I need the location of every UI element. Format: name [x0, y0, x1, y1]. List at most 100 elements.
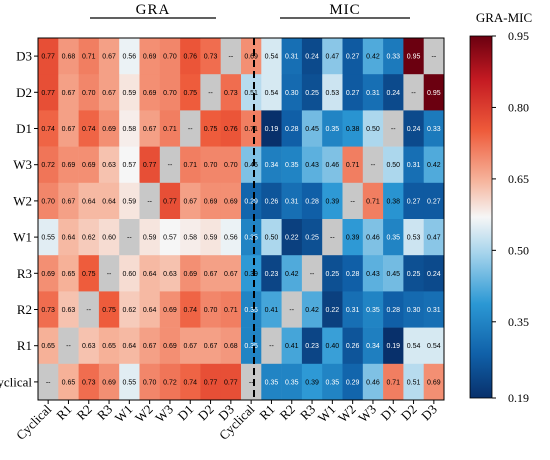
- cell-value-label: 0.57: [123, 162, 137, 169]
- cell-value-label: 0.54: [265, 90, 279, 97]
- heatmap-cell: [383, 146, 404, 184]
- colorbar-tick-label: 0.19: [508, 391, 529, 405]
- cell-value-label: 0.70: [224, 162, 238, 169]
- heatmap-cell: [241, 110, 262, 147]
- heatmap-cell: [241, 146, 262, 184]
- heatmap-cell: [38, 182, 59, 220]
- heatmap-cell: [281, 291, 303, 328]
- heatmap-cell: [362, 363, 384, 401]
- heatmap-cell: [261, 255, 282, 292]
- cell-value-label: 0.35: [244, 307, 258, 314]
- cell-value-label: 0.67: [62, 90, 76, 97]
- heatmap-cell: [119, 74, 140, 111]
- cell-value-label: 0.70: [163, 54, 177, 61]
- cell-value-label: 0.63: [163, 271, 177, 278]
- cell-value-label: 0.68: [62, 54, 76, 61]
- cell-value-label: 0.28: [285, 126, 299, 133]
- cell-value-label: 0.30: [285, 90, 299, 97]
- heatmap-cell: [342, 327, 364, 365]
- cell-value-label: 0.58: [183, 235, 197, 242]
- cell-value-label: 0.67: [102, 90, 116, 97]
- row-tick-labels: D3 D2 D1 W3 W2 W1 R3 R2 R1 Cyclical: [0, 49, 38, 389]
- cell-value-label: 0.25: [326, 271, 340, 278]
- heatmap-cell: [383, 291, 404, 328]
- cell-value-label: --: [147, 198, 152, 205]
- heatmap-cell: [220, 182, 242, 220]
- cell-value-label: --: [391, 126, 396, 133]
- heatmap-cell: [423, 182, 445, 220]
- heatmap-cell: [383, 110, 404, 147]
- cell-value-label: 0.33: [427, 126, 441, 133]
- row-tick-label: D2: [16, 85, 32, 100]
- cell-value-label: 0.26: [265, 198, 279, 205]
- cell-value-label: 0.67: [204, 271, 218, 278]
- heatmap-cell: [38, 219, 59, 256]
- heatmap-cell: [281, 327, 303, 365]
- cell-value-label: 0.42: [366, 54, 380, 61]
- cell-value-label: 0.35: [244, 235, 258, 242]
- heatmap-cell: [423, 38, 445, 75]
- heatmap-cell: [383, 363, 404, 401]
- cell-value-label: --: [46, 379, 51, 386]
- cell-value-label: --: [168, 162, 173, 169]
- heatmap-cell: [281, 146, 303, 184]
- heatmap-cell: [200, 219, 221, 256]
- heatmap-cell: [403, 74, 424, 111]
- heatmap-cell: [301, 327, 323, 365]
- column-tick-label: Cyclical: [13, 401, 55, 443]
- cell-value-label: 0.24: [305, 54, 319, 61]
- column-tick-label: R3: [297, 402, 318, 423]
- cell-value-label: 0.76: [183, 54, 197, 61]
- heatmap-cell: [241, 219, 262, 256]
- row-tick-label: R1: [17, 338, 32, 353]
- heatmap-cell: [383, 327, 404, 365]
- heatmap-cell: [180, 146, 201, 184]
- cell-value-label: 0.28: [386, 307, 400, 314]
- cell-value-label: 0.65: [102, 343, 116, 350]
- cell-value-label: 0.74: [82, 126, 96, 133]
- column-tick-label: W3: [355, 402, 379, 426]
- cell-value-label: 0.45: [305, 126, 319, 133]
- cell-value-label: 0.71: [244, 126, 258, 133]
- cell-value-label: 0.70: [143, 379, 157, 386]
- cell-value-label: 0.95: [427, 90, 441, 97]
- cell-value-label: 0.73: [224, 90, 238, 97]
- heatmap-cell: [322, 219, 343, 256]
- heatmap-cell: [159, 146, 181, 184]
- cell-value-label: 0.28: [346, 271, 360, 278]
- heatmap-cell: [139, 74, 161, 111]
- row-tick-label: W3: [13, 157, 32, 172]
- cell-value-label: 0.68: [224, 343, 238, 350]
- heatmap-cell: [362, 255, 384, 292]
- heatmap-cell: [362, 38, 384, 75]
- cell-value-label: 0.60: [102, 235, 116, 242]
- heatmap-cell: [322, 363, 343, 401]
- cell-value-label: 0.35: [366, 307, 380, 314]
- heatmap-cell: [241, 182, 262, 220]
- cell-value-label: 0.25: [305, 235, 319, 242]
- cell-value-label: 0.73: [82, 379, 96, 386]
- cell-value-label: 0.74: [183, 307, 197, 314]
- cell-value-label: 0.35: [244, 343, 258, 350]
- heatmap-cell: [98, 74, 120, 111]
- heatmap-cell: [180, 219, 201, 256]
- row-tick-label: R2: [17, 302, 32, 317]
- heatmap-cell: [159, 291, 181, 328]
- heatmap-cell: [383, 74, 404, 111]
- cell-value-label: 0.27: [346, 54, 360, 61]
- heatmap-cell: [58, 38, 79, 75]
- cell-value-label: --: [66, 343, 71, 350]
- column-tick-label: R2: [74, 402, 95, 423]
- heatmap-cell: [139, 219, 161, 256]
- cell-value-label: 0.62: [123, 307, 137, 314]
- heatmap-cell: [180, 291, 201, 328]
- heatmap-cell: [119, 38, 140, 75]
- cell-value-label: 0.27: [407, 198, 421, 205]
- heatmap-cell: [200, 327, 221, 365]
- cell-value-label: 0.46: [326, 162, 340, 169]
- heatmap-cell: [241, 363, 262, 401]
- heatmap-cell: [362, 146, 384, 184]
- cell-value-label: 0.50: [265, 235, 279, 242]
- column-tick-label: D1: [378, 402, 400, 424]
- cell-value-label: 0.77: [41, 90, 55, 97]
